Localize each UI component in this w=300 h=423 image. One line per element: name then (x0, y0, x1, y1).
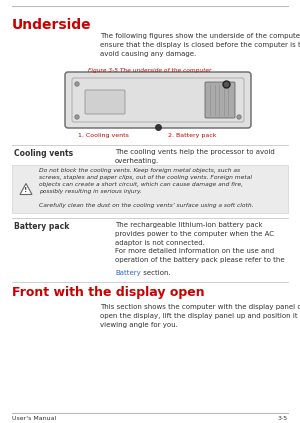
Text: This section shows the computer with the display panel open. In order to
open th: This section shows the computer with the… (100, 304, 300, 328)
Circle shape (75, 115, 79, 119)
Circle shape (75, 82, 79, 86)
Text: The rechargeable lithium-ion battery pack
provides power to the computer when th: The rechargeable lithium-ion battery pac… (115, 222, 274, 246)
Text: Underside: Underside (12, 18, 92, 32)
Text: 2. Battery pack: 2. Battery pack (168, 133, 217, 138)
Text: For more detailed information on the use and
operation of the battery pack pleas: For more detailed information on the use… (115, 248, 285, 272)
Text: 1. Cooling vents: 1. Cooling vents (78, 133, 129, 138)
Text: Do not block the cooling vents. Keep foreign metal objects, such as
screws, stap: Do not block the cooling vents. Keep for… (39, 168, 252, 194)
FancyBboxPatch shape (85, 90, 125, 114)
Text: User's Manual: User's Manual (12, 416, 56, 421)
Text: Figure 3-5 The underside of the computer: Figure 3-5 The underside of the computer (88, 68, 212, 73)
Text: Front with the display open: Front with the display open (12, 286, 205, 299)
Text: Battery pack: Battery pack (14, 222, 69, 231)
Text: 3-5: 3-5 (278, 416, 288, 421)
Text: The following figures show the underside of the computer. You should
ensure that: The following figures show the underside… (100, 33, 300, 57)
FancyBboxPatch shape (205, 82, 235, 118)
FancyBboxPatch shape (65, 72, 251, 128)
Text: Battery: Battery (115, 270, 141, 276)
Text: section.: section. (141, 270, 171, 276)
Polygon shape (20, 184, 32, 195)
Text: The cooling vents help the processor to avoid
overheating.: The cooling vents help the processor to … (115, 149, 275, 164)
Text: Cooling vents: Cooling vents (14, 149, 73, 158)
Text: Carefully clean the dust on the cooling vents’ surface using a soft cloth.: Carefully clean the dust on the cooling … (39, 203, 254, 208)
Circle shape (237, 115, 241, 119)
Text: !: ! (24, 187, 28, 193)
FancyBboxPatch shape (12, 165, 288, 213)
FancyBboxPatch shape (72, 78, 244, 122)
